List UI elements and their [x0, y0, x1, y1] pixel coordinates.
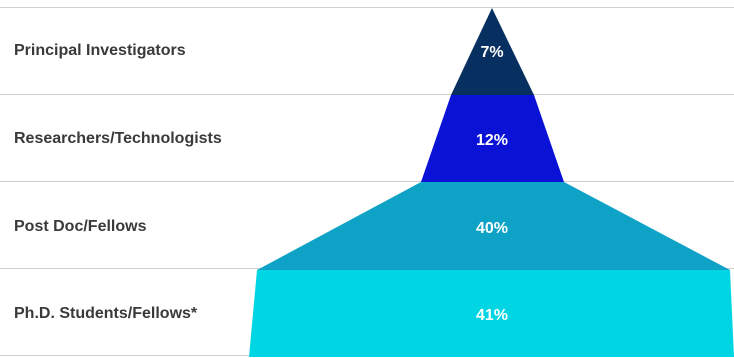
value-label-researchers-technologists: 12% — [476, 132, 508, 149]
row-divider — [0, 94, 734, 95]
value-label-phd-students-fellows: 41% — [476, 307, 508, 324]
category-label-phd-students-fellows: Ph.D. Students/Fellows* — [14, 305, 198, 322]
row-divider — [0, 181, 734, 182]
value-label-post-doc-fellows: 40% — [476, 220, 508, 237]
pyramid-segment-phd-students-fellows — [249, 270, 734, 357]
pyramid-segment-researchers-technologists — [421, 95, 564, 182]
row-divider — [0, 7, 734, 8]
value-label-principal-investigators: 7% — [480, 44, 503, 61]
pyramid-segment-post-doc-fellows — [257, 182, 730, 270]
category-label-researchers-technologists: Researchers/Technologists — [14, 130, 222, 147]
category-label-principal-investigators: Principal Investigators — [14, 42, 186, 59]
category-label-post-doc-fellows: Post Doc/Fellows — [14, 218, 147, 235]
pyramid-segment-principal-investigators — [451, 8, 534, 95]
